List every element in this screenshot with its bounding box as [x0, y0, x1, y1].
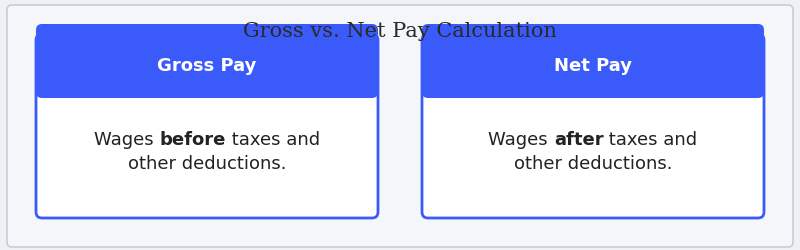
- Text: taxes and: taxes and: [226, 131, 320, 149]
- Text: Wages: Wages: [489, 131, 554, 149]
- Text: Net Pay: Net Pay: [554, 57, 632, 75]
- Text: Gross vs. Net Pay Calculation: Gross vs. Net Pay Calculation: [243, 22, 557, 41]
- Text: Wages: Wages: [94, 131, 159, 149]
- Text: before: before: [159, 131, 226, 149]
- Text: Gross Pay: Gross Pay: [158, 57, 257, 75]
- FancyBboxPatch shape: [422, 34, 764, 218]
- Text: after: after: [554, 131, 603, 149]
- Text: other deductions.: other deductions.: [514, 155, 672, 173]
- FancyBboxPatch shape: [422, 24, 764, 98]
- Text: taxes and: taxes and: [603, 131, 698, 149]
- Bar: [429, 66, 757, 92]
- Bar: [43, 66, 371, 92]
- FancyBboxPatch shape: [36, 34, 378, 218]
- Text: other deductions.: other deductions.: [128, 155, 286, 173]
- FancyBboxPatch shape: [36, 24, 378, 98]
- FancyBboxPatch shape: [7, 5, 793, 247]
